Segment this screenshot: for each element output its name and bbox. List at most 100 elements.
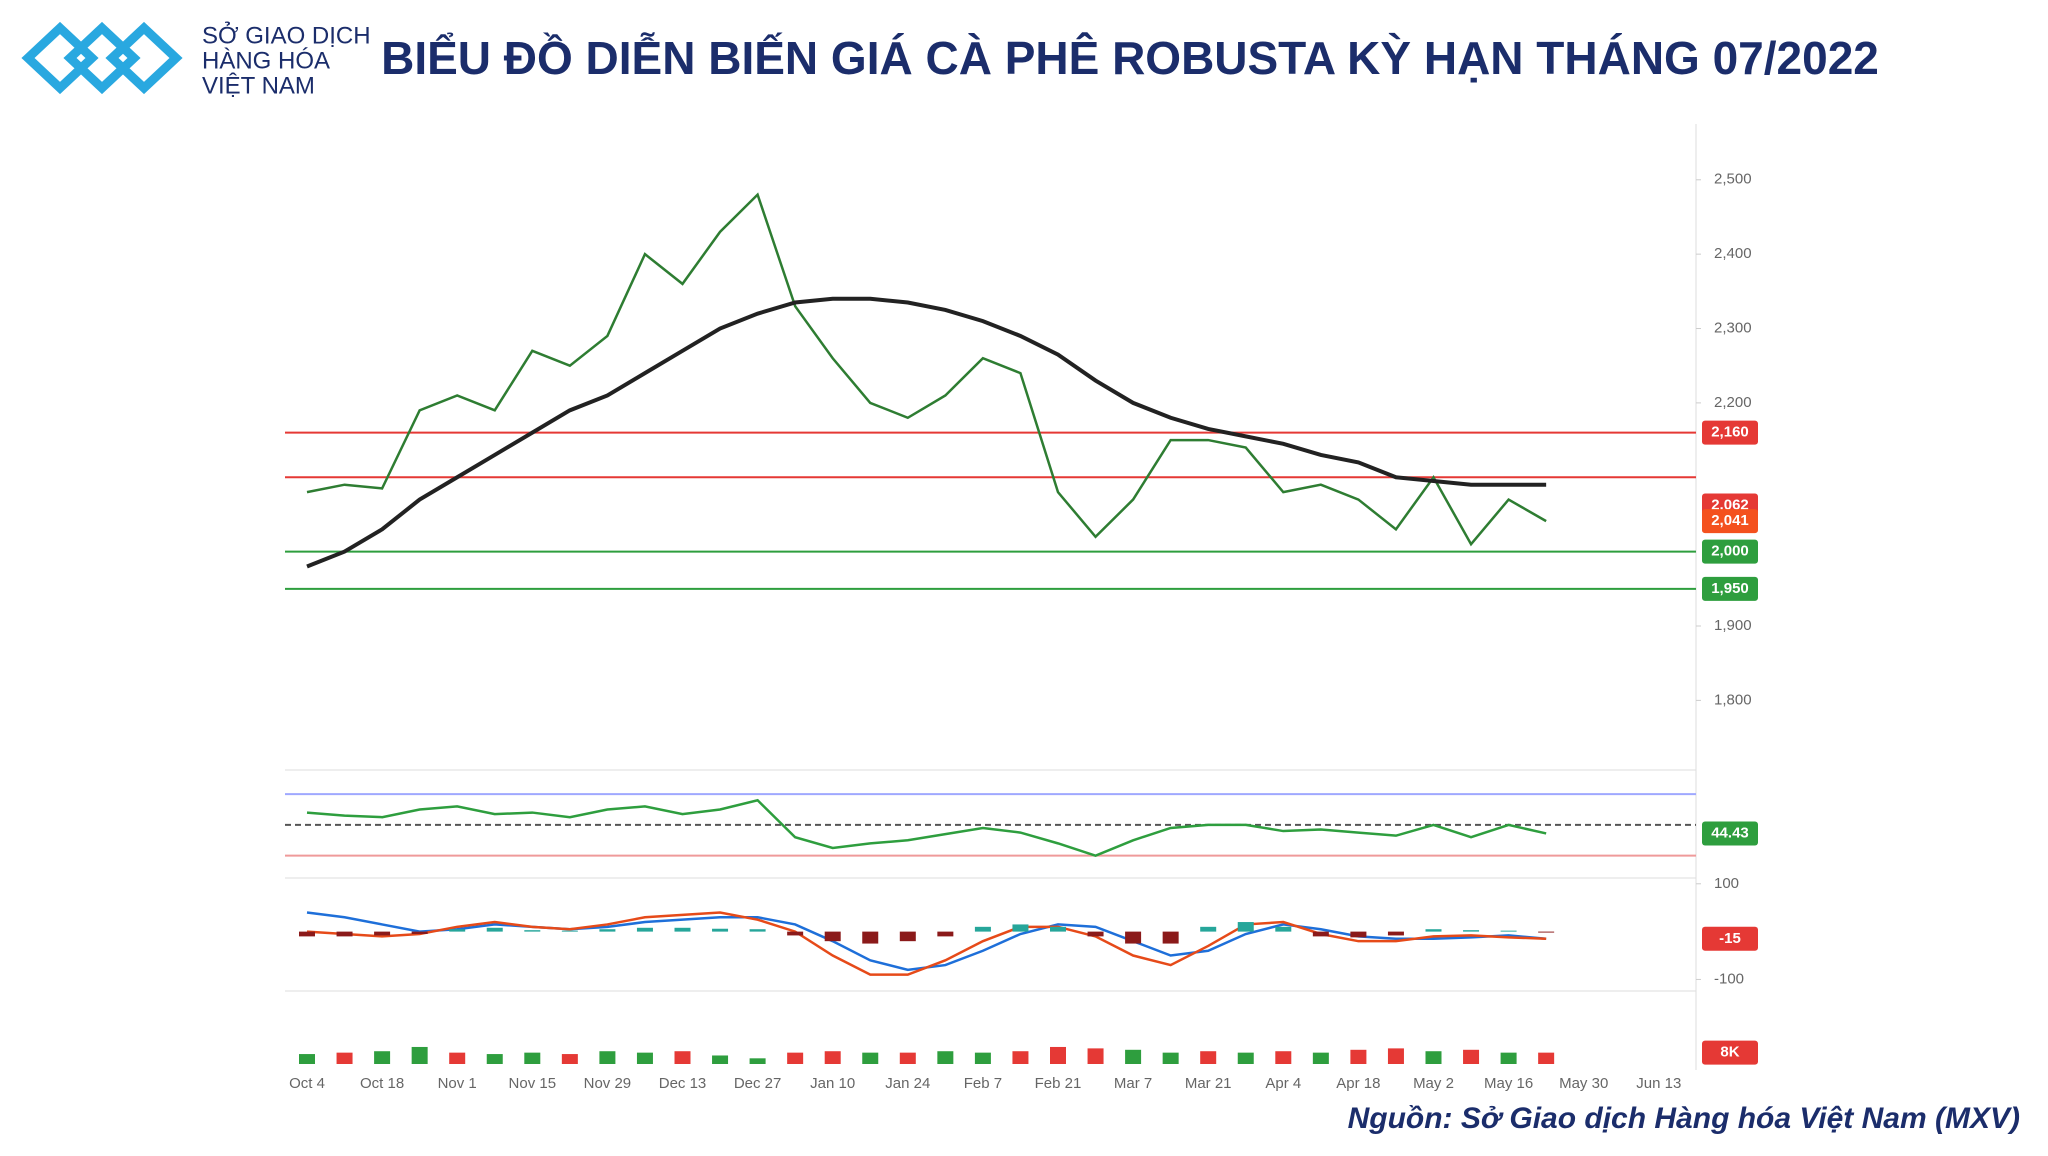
x-tick-label: Oct 4: [289, 1075, 325, 1092]
volume-bar: [1200, 1051, 1217, 1064]
volume-bar: [1387, 1048, 1404, 1064]
x-tick-label: May 2: [1413, 1075, 1454, 1092]
volume-bar: [862, 1052, 879, 1064]
volume-bar: [1087, 1048, 1104, 1064]
histogram-bar: [974, 926, 991, 932]
volume-bar: [937, 1051, 954, 1064]
volume-bar: [674, 1051, 691, 1064]
price-label-box: [1702, 539, 1758, 564]
histogram-bar: [1538, 931, 1555, 933]
volume-bar: [1463, 1049, 1480, 1064]
series-line: [306, 192, 1547, 547]
source-note: Nguồn: Sở Giao dịch Hàng hóa Việt Nam (M…: [1348, 1102, 2020, 1135]
histogram-bar: [374, 931, 391, 936]
histogram-bar: [862, 931, 879, 944]
y-tick-label: 2,400: [1714, 245, 1752, 262]
series-line: [306, 798, 1547, 858]
volume-bar: [1125, 1049, 1142, 1064]
volume-bar: [636, 1052, 653, 1064]
price-label-box: [1702, 926, 1758, 951]
price-label-box: [1702, 821, 1758, 846]
x-tick-label: Nov 1: [438, 1075, 477, 1092]
histogram-bar: [1125, 931, 1142, 944]
histogram-bar: [1350, 931, 1367, 938]
histogram-bar: [411, 931, 428, 934]
histogram-bar: [712, 928, 729, 932]
y-tick-label: 2,300: [1714, 319, 1752, 336]
histogram-bar: [899, 931, 916, 942]
volume-bar: [561, 1054, 578, 1064]
histogram-bar: [299, 931, 315, 937]
histogram-bar: [937, 931, 954, 937]
org-name: VIỆT NAM: [202, 72, 315, 99]
price-label-box: [1702, 576, 1758, 601]
x-tick-label: Apr 4: [1265, 1075, 1301, 1092]
histogram-bar: [1012, 924, 1029, 932]
histogram-bar: [1237, 922, 1254, 932]
histogram-bar: [1162, 931, 1179, 944]
x-tick-label: Oct 18: [360, 1075, 404, 1092]
x-tick-label: Nov 15: [509, 1075, 557, 1092]
volume-bar: [336, 1052, 353, 1064]
price-label: 8K: [1720, 1044, 1739, 1061]
org-name: SỞ GIAO DỊCH: [202, 20, 371, 49]
price-label: 2,041: [1711, 512, 1749, 529]
histogram-bar: [636, 927, 653, 932]
volume-bar: [1538, 1052, 1555, 1064]
price-label: -15: [1719, 930, 1741, 947]
volume-bar: [1350, 1049, 1367, 1064]
histogram-bar: [1463, 930, 1480, 932]
histogram-bar: [1425, 929, 1442, 932]
volume-bar: [1500, 1052, 1517, 1064]
volume-bar: [1012, 1051, 1029, 1064]
y-tick-label: -100: [1714, 970, 1744, 987]
histogram-bar: [1312, 931, 1329, 937]
volume-bar: [787, 1052, 804, 1064]
x-tick-label: Feb 7: [964, 1075, 1002, 1092]
histogram-bar: [1387, 931, 1404, 936]
x-tick-label: Jan 24: [885, 1075, 930, 1092]
histogram-bar: [749, 929, 766, 932]
histogram-bar: [787, 931, 804, 936]
org-name: HÀNG HÓA: [202, 47, 330, 74]
x-tick-label: Nov 29: [584, 1075, 632, 1092]
volume-bar: [599, 1051, 616, 1064]
x-tick-label: Jun 13: [1636, 1075, 1681, 1092]
volume-bar: [1275, 1051, 1292, 1064]
x-tick-label: Feb 21: [1035, 1075, 1082, 1092]
histogram-bar: [486, 927, 503, 932]
volume-bar: [1237, 1052, 1254, 1064]
volume-bar: [974, 1052, 991, 1064]
x-tick-label: Apr 18: [1336, 1075, 1380, 1092]
x-tick-label: May 16: [1484, 1075, 1533, 1092]
chart-title: BIỂU ĐỒ DIỄN BIẾN GIÁ CÀ PHÊ ROBUSTA KỲ …: [381, 32, 1879, 84]
x-tick-label: Mar 21: [1185, 1075, 1232, 1092]
histogram-bar: [1500, 930, 1517, 932]
volume-bar: [1312, 1052, 1329, 1064]
price-label-box: [1702, 420, 1758, 445]
price-label: 1,950: [1711, 580, 1749, 597]
volume-bar: [712, 1055, 729, 1064]
volume-bar: [486, 1054, 503, 1064]
volume-bar: [1050, 1046, 1066, 1064]
histogram-bar: [599, 929, 616, 932]
histogram-bar: [824, 931, 841, 942]
histogram-bar: [674, 927, 691, 932]
price-label: 44.43: [1711, 824, 1749, 841]
volume-bar: [449, 1052, 466, 1064]
volume-bar: [824, 1051, 841, 1064]
logo: [21, 21, 183, 95]
y-tick-label: 100: [1714, 875, 1739, 892]
volume-bar: [524, 1052, 541, 1064]
price-label: 2,000: [1711, 543, 1749, 560]
histogram-bar: [1200, 926, 1217, 932]
histogram-bar: [524, 930, 541, 932]
volume-bar: [749, 1058, 766, 1064]
volume-bar: [374, 1051, 391, 1064]
y-tick-label: 1,800: [1714, 691, 1752, 708]
volume-bar: [411, 1046, 428, 1064]
y-tick-label: 2,200: [1714, 394, 1752, 411]
volume-bar: [899, 1052, 916, 1064]
y-tick-label: 2,500: [1714, 171, 1752, 188]
